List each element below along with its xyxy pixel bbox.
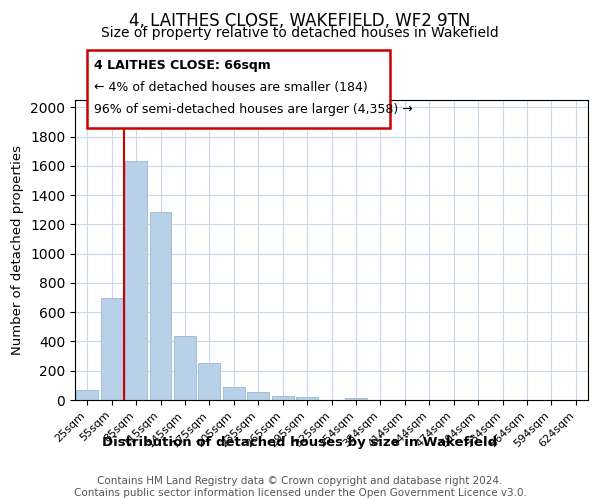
Text: 4, LAITHES CLOSE, WAKEFIELD, WF2 9TN: 4, LAITHES CLOSE, WAKEFIELD, WF2 9TN <box>130 12 470 30</box>
Text: 4 LAITHES CLOSE: 66sqm: 4 LAITHES CLOSE: 66sqm <box>94 59 271 72</box>
Bar <box>296 397 318 400</box>
Bar <box>345 398 367 400</box>
Bar <box>272 396 293 400</box>
Bar <box>149 212 172 400</box>
Bar <box>125 160 147 400</box>
Bar <box>101 298 122 400</box>
Text: ← 4% of detached houses are smaller (184): ← 4% of detached houses are smaller (184… <box>94 81 368 94</box>
Bar <box>247 392 269 400</box>
Text: 96% of semi-detached houses are larger (4,358) →: 96% of semi-detached houses are larger (… <box>94 104 413 117</box>
Text: Distribution of detached houses by size in Wakefield: Distribution of detached houses by size … <box>103 436 497 449</box>
Text: Contains HM Land Registry data © Crown copyright and database right 2024.
Contai: Contains HM Land Registry data © Crown c… <box>74 476 526 498</box>
Bar <box>174 336 196 400</box>
Text: Size of property relative to detached houses in Wakefield: Size of property relative to detached ho… <box>101 26 499 40</box>
Bar <box>199 362 220 400</box>
Y-axis label: Number of detached properties: Number of detached properties <box>11 145 25 355</box>
Bar <box>76 390 98 400</box>
Bar <box>223 387 245 400</box>
